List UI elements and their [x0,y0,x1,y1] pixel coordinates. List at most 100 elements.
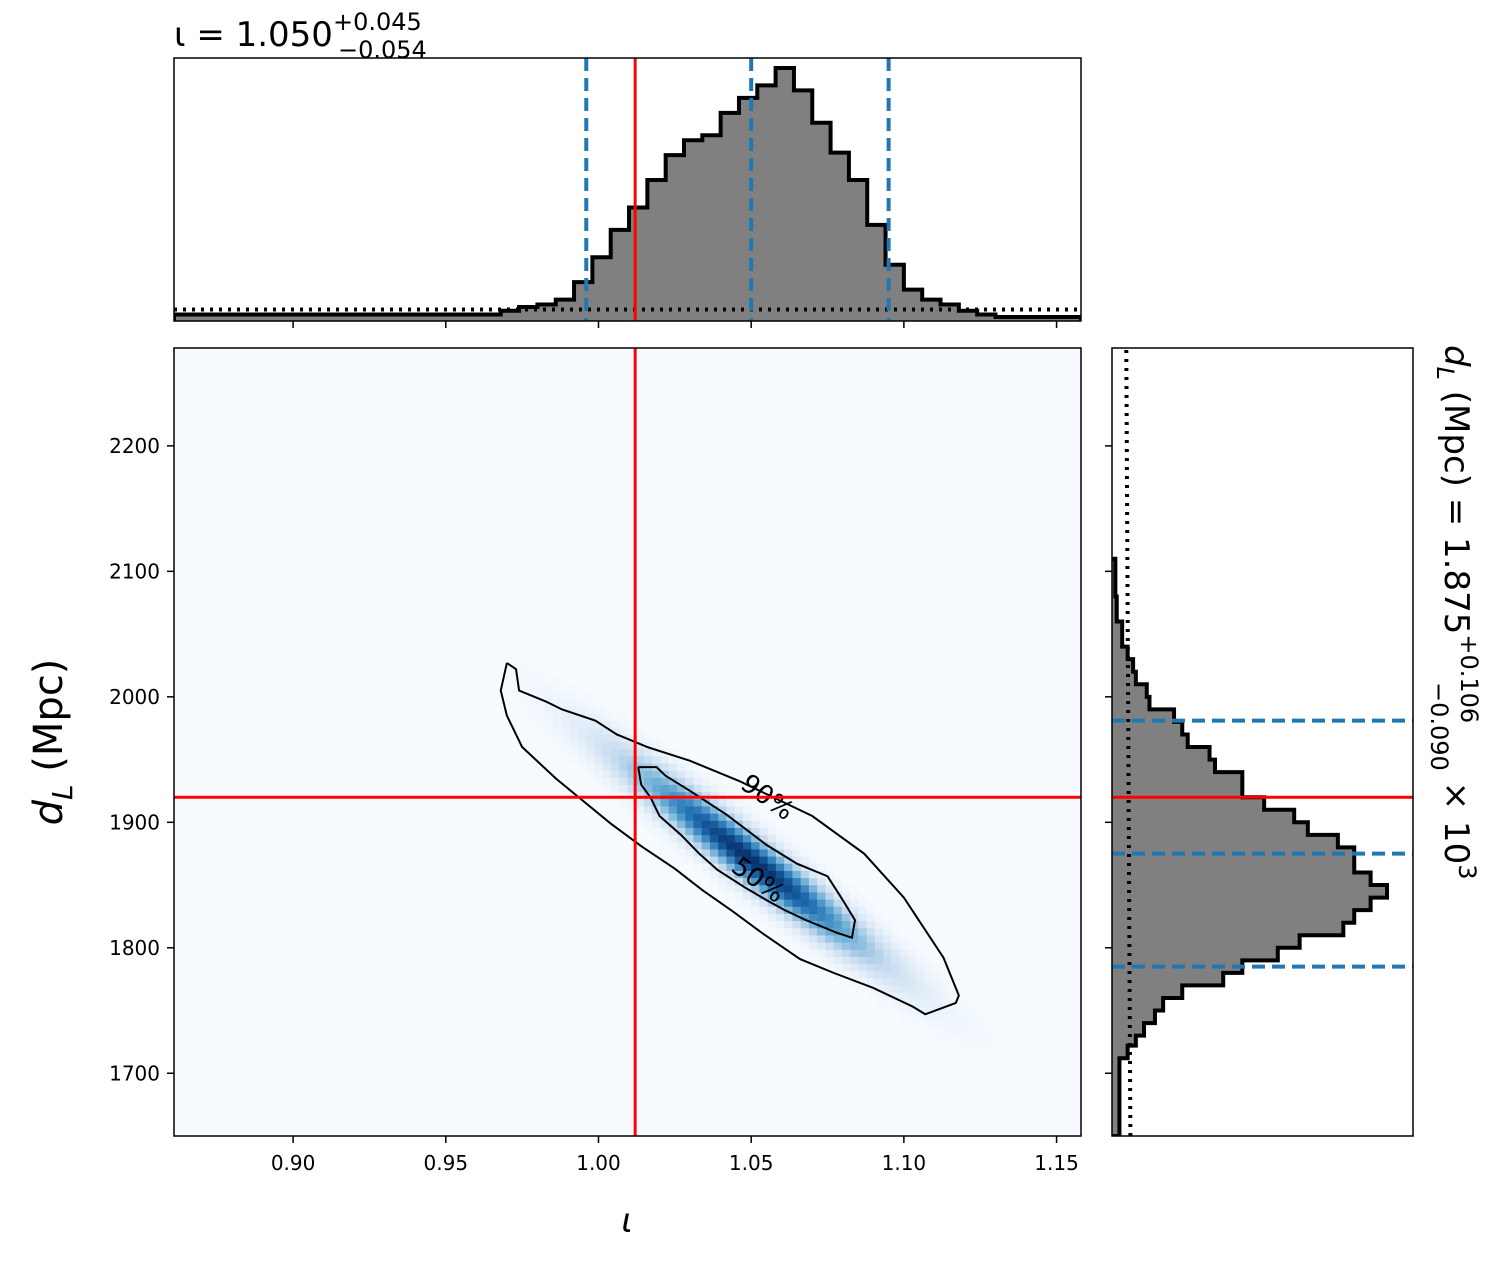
heatmap-cell [668,827,678,836]
heatmap-cell [742,899,752,908]
heatmap-cell [594,706,604,714]
heatmap-cell [817,885,826,894]
heatmap-cell [643,727,653,736]
heatmap-cell [982,1021,991,1030]
heatmap-cell [751,813,761,822]
heatmap-cell [734,885,744,894]
heatmap-cell [907,971,917,979]
heatmap-cell [586,720,596,729]
heatmap-cell [792,913,802,922]
heatmap-cell [874,978,884,987]
contour-90pct [499,662,960,1016]
heatmap-cell [784,863,794,872]
heatmap-cell [602,734,612,743]
heatmap-cell [611,799,620,808]
heatmap-cell [627,749,637,757]
heatmap-cell [569,706,579,714]
heatmap-cell [693,763,703,772]
heatmap-cell [792,899,802,908]
heatmap-cell [850,942,859,951]
heatmap-cell [751,842,761,851]
heatmap-cell [800,849,810,858]
heatmap-cell [825,949,835,958]
heatmap-cell [701,849,711,858]
heatmap-cell [899,985,909,994]
heatmap-cell [825,921,835,929]
heatmap-cell [676,813,686,822]
heatmap-cell [586,706,596,714]
heatmap-cell [973,1050,983,1058]
heatmap-cell [800,870,810,879]
heatmap-cell [883,964,892,972]
heatmap-cell [883,949,892,958]
heatmap-cell [800,949,810,958]
heatmap-cell [759,863,769,872]
heatmap-cell [718,870,728,879]
heatmap-cell [652,813,662,822]
heatmap-cell [685,827,695,836]
heatmap-cell [742,842,752,851]
heatmap-cell [635,799,645,808]
heatmap-cell [726,849,736,858]
heatmap-cell [874,906,884,915]
heatmap-cell [949,1007,958,1015]
heatmap-cell [602,727,612,736]
heatmap-cell [932,999,942,1008]
heatmap-cell [817,856,826,865]
heatmap-cell [701,806,711,815]
heatmap-cell [792,863,802,872]
heatmap-cell [726,806,736,815]
heatmap-cell [569,727,579,736]
heatmap-cell [668,749,678,757]
heatmap-cell [569,713,579,722]
heatmap-cell [734,863,744,872]
heatmap-cell [594,720,604,729]
heatmap-cell [874,956,884,965]
y-tick-label: 2100 [109,559,160,583]
heatmap-cell [528,663,538,671]
heatmap-cell [850,978,859,987]
heatmap-cell [874,935,884,944]
heatmap-cell [709,878,719,886]
heatmap-cell [924,999,934,1008]
heatmap-cell [709,813,719,822]
heatmap-cell [718,799,728,808]
heatmap-cell [627,763,637,772]
x-axis-label: ι [621,1201,633,1241]
heatmap-cell [594,756,604,765]
heatmap-cell [652,756,662,765]
heatmap-cell [759,885,769,894]
heatmap-cell [808,913,818,922]
heatmap-cell [536,691,546,700]
heatmap-cell [561,749,571,757]
heatmap-cell [858,964,868,972]
heatmap-cell [545,670,554,679]
heatmap-cell [586,749,596,757]
heatmap-cell [825,870,835,879]
heatmap-cell [503,684,513,693]
heatmap-cell [586,756,596,765]
heatmap-cell [932,992,942,1001]
heatmap-cell [833,964,843,972]
heatmap-cell [883,956,892,965]
heatmap-cell [841,949,851,958]
heatmap-cell [709,849,719,858]
y-tick-label: 1700 [109,1061,160,1085]
heatmap-cell [792,870,802,879]
heatmap-cell [767,892,777,901]
heatmap-cell [619,799,629,808]
heatmap-cell [990,1028,1000,1037]
heatmap-cell [709,799,719,808]
heatmap-cell [982,1057,991,1065]
heatmap-cell [602,756,612,765]
heatmap-cell [512,656,521,664]
heatmap-cell [916,971,925,979]
heatmap-cell [825,935,835,944]
heatmap-cell [924,1021,934,1030]
heatmap-cell [775,928,785,937]
heatmap-cell [668,806,678,815]
heatmap-cell [660,777,670,786]
heatmap-cell [808,878,818,886]
heatmap-cell [784,849,794,858]
heatmap-cell [693,777,703,786]
